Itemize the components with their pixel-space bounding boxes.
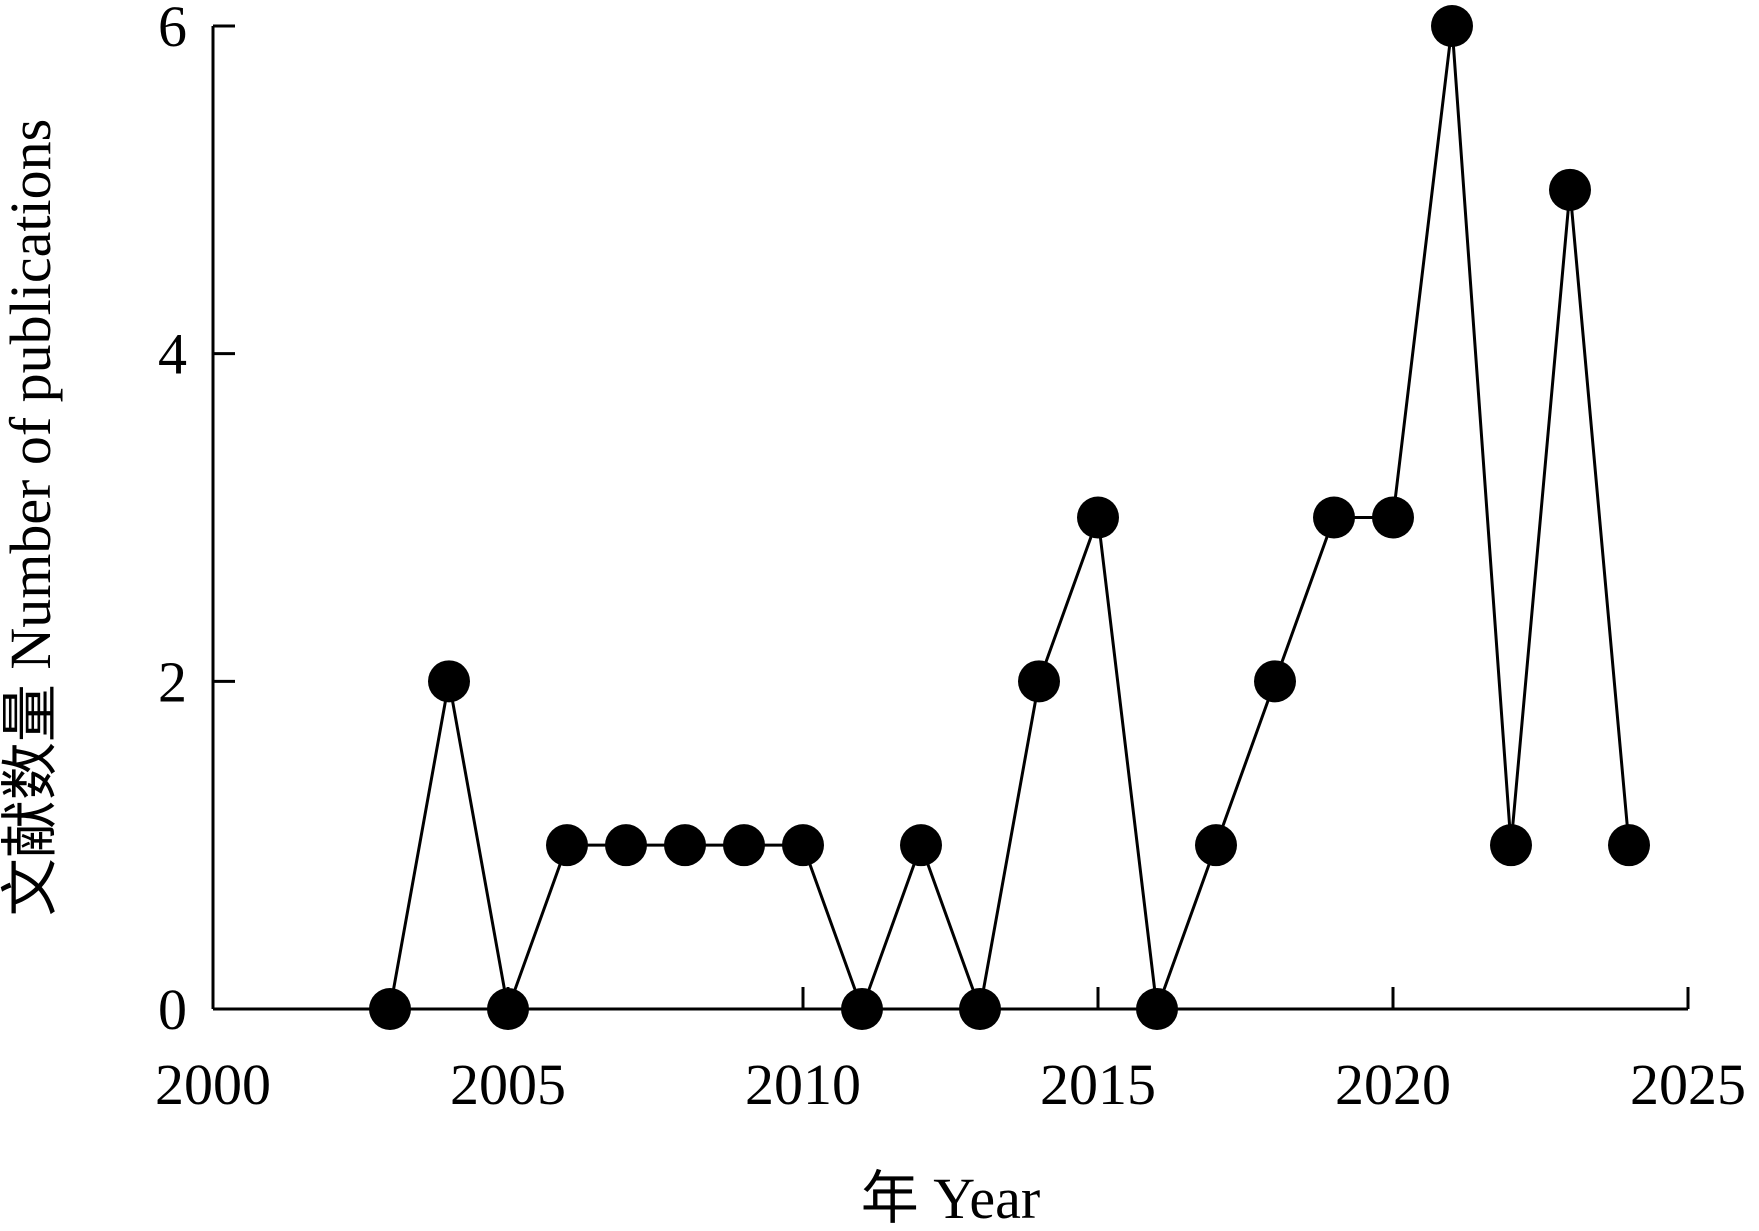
x-tick-label: 2020 xyxy=(1335,1052,1451,1117)
data-point xyxy=(900,824,942,867)
data-point xyxy=(1431,5,1473,47)
series-line-group xyxy=(388,25,1631,1015)
data-point xyxy=(959,988,1001,1030)
x-tick-label: 2010 xyxy=(745,1052,861,1117)
data-point xyxy=(1549,168,1591,211)
x-axis-title: 年 Year xyxy=(861,1166,1040,1231)
series-line xyxy=(388,25,1631,1015)
data-point xyxy=(1254,660,1296,703)
data-point xyxy=(723,824,765,867)
data-point xyxy=(1195,824,1237,867)
x-tick-label: 2000 xyxy=(155,1052,271,1117)
y-tick-label: 0 xyxy=(158,977,187,1042)
data-point xyxy=(428,660,470,703)
data-point xyxy=(1313,496,1355,539)
data-point xyxy=(605,824,647,867)
data-point-group xyxy=(369,5,1650,1030)
data-point xyxy=(487,988,529,1030)
x-tick-label: 2015 xyxy=(1040,1052,1156,1117)
data-point xyxy=(841,988,883,1030)
data-point xyxy=(369,988,411,1030)
y-tick-label: 2 xyxy=(158,649,187,714)
x-tick-label: 2005 xyxy=(450,1052,566,1117)
x-tick-label: 2025 xyxy=(1630,1052,1746,1117)
data-point xyxy=(1136,988,1178,1030)
axes: 0 2 4 6 2000 2005 2010 2015 2020 2025 xyxy=(155,0,1746,1117)
y-tick-label: 4 xyxy=(158,322,187,387)
data-point xyxy=(664,824,706,867)
data-point xyxy=(1608,824,1650,867)
data-point xyxy=(1372,496,1414,539)
data-point xyxy=(1077,496,1119,539)
data-point xyxy=(1018,660,1060,703)
data-point xyxy=(546,824,588,867)
data-point xyxy=(782,824,824,867)
y-tick-label: 6 xyxy=(158,0,187,59)
y-axis-title: 文献数量 Number of publications xyxy=(0,119,63,916)
data-point xyxy=(1490,824,1532,867)
